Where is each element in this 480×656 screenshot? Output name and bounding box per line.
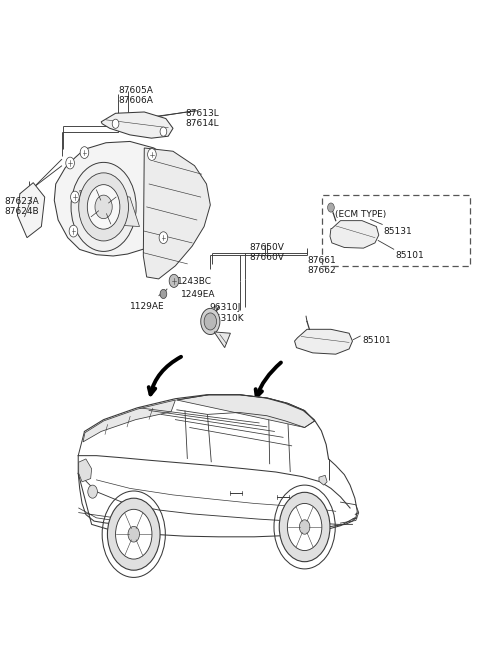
Text: 85101: 85101	[362, 336, 391, 345]
Circle shape	[148, 149, 156, 161]
Circle shape	[79, 173, 129, 241]
Polygon shape	[214, 332, 230, 348]
Polygon shape	[295, 329, 352, 354]
Bar	[323, 195, 470, 266]
Text: 87613L
87614L: 87613L 87614L	[185, 109, 219, 128]
Text: 87661
87662: 87661 87662	[307, 256, 336, 276]
Circle shape	[108, 498, 160, 570]
Circle shape	[87, 184, 120, 229]
Circle shape	[71, 191, 79, 203]
Circle shape	[160, 289, 167, 298]
Text: 87650V
87660V: 87650V 87660V	[250, 243, 285, 262]
Circle shape	[95, 195, 112, 218]
Circle shape	[71, 163, 136, 251]
Circle shape	[160, 127, 167, 136]
Text: 1249EA: 1249EA	[180, 290, 215, 299]
Polygon shape	[80, 190, 140, 226]
Circle shape	[116, 509, 152, 559]
Text: 85131: 85131	[384, 226, 412, 236]
Text: 85101: 85101	[396, 251, 424, 260]
Circle shape	[66, 157, 74, 169]
Circle shape	[279, 492, 330, 562]
Polygon shape	[144, 148, 210, 279]
Text: 1129AE: 1129AE	[130, 302, 165, 311]
Polygon shape	[54, 142, 185, 256]
Polygon shape	[319, 476, 327, 485]
Circle shape	[88, 485, 97, 498]
Polygon shape	[330, 220, 379, 248]
Circle shape	[169, 274, 179, 287]
Polygon shape	[101, 112, 173, 138]
Text: 87605A
87606A: 87605A 87606A	[118, 86, 153, 105]
Polygon shape	[83, 400, 175, 442]
Circle shape	[201, 308, 220, 335]
Text: (ECM TYPE): (ECM TYPE)	[335, 210, 386, 219]
Circle shape	[112, 119, 119, 129]
Circle shape	[80, 147, 89, 159]
Circle shape	[159, 232, 168, 243]
Text: 1243BC: 1243BC	[177, 277, 212, 286]
Text: 87623A
87624B: 87623A 87624B	[4, 197, 39, 216]
Circle shape	[204, 313, 216, 330]
Circle shape	[69, 225, 78, 237]
Circle shape	[128, 526, 140, 542]
Polygon shape	[177, 395, 315, 428]
Polygon shape	[17, 182, 45, 237]
Circle shape	[288, 503, 322, 550]
Text: 96310J
96310K: 96310J 96310K	[209, 303, 244, 323]
Polygon shape	[79, 459, 92, 482]
Circle shape	[300, 520, 310, 534]
Circle shape	[327, 203, 334, 212]
